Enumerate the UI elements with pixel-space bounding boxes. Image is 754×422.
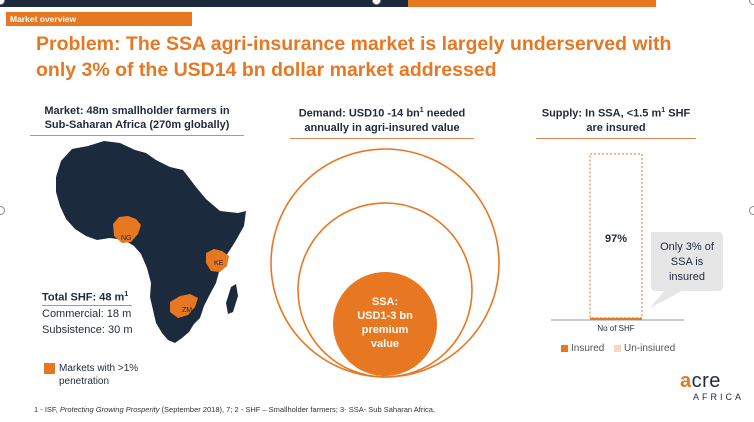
resize-handle-middle-left[interactable]	[0, 206, 5, 215]
kenya-region	[206, 249, 229, 272]
legend-swatch-orange	[44, 363, 55, 374]
legend-insured: Insured	[561, 343, 604, 354]
bar-uninsured	[589, 153, 643, 319]
page-title: Problem: The SSA agri-insurance market i…	[36, 33, 672, 81]
supply-heading-end: SHF	[665, 107, 691, 120]
demand-heading-line1: Demand: USD10 -14 bn1 needed	[290, 104, 474, 121]
footnote: 1 - ISF, Protecting Growing Prosperity (…	[34, 405, 435, 414]
bar-category-label: No of SHF	[597, 324, 634, 333]
logo-wordmark: acre	[680, 371, 744, 391]
callout-line3: insured	[668, 271, 706, 283]
demand-heading-text: Demand: USD10 -14 bn	[298, 107, 420, 120]
total-shf-label: Total SHF: 48 m1	[42, 291, 133, 306]
ssa-circle	[333, 272, 437, 376]
acre-africa-logo: acre AFRICA	[680, 371, 744, 402]
footnote-italic: Protecting Growing Prosperity	[59, 405, 160, 414]
resize-handle-top-center[interactable]	[372, 0, 381, 5]
total-shf-text: Total SHF: 48 m	[42, 291, 125, 304]
subsistence-label: Subsistence: 30 m	[42, 324, 133, 336]
legend-insured-swatch	[561, 345, 568, 352]
nigeria-region	[113, 216, 141, 243]
callout-line2: SSA is	[670, 256, 704, 268]
legend-uninsured-swatch	[614, 345, 621, 352]
demand-heading-end: needed	[423, 107, 466, 120]
logo-a: a	[680, 370, 692, 392]
footnote-part2: (September 2018), 7; 2 - SHF – Smallhold…	[159, 405, 436, 414]
bar-data-label: 97%	[605, 233, 627, 245]
legend-uninsured: Un-insiured	[614, 343, 675, 354]
map-legend: Markets with >1% penetration	[44, 362, 138, 388]
callout-text: Only 3% of SSA is insured	[651, 240, 723, 285]
supply-heading-line2: are insured	[586, 121, 646, 134]
total-shf-sup: 1	[124, 291, 129, 298]
top-bar-orange	[408, 0, 656, 7]
legend-uninsured-label: Un-insiured	[624, 343, 676, 354]
top-bar-navy	[0, 0, 408, 7]
nigeria-label: NG	[121, 235, 132, 242]
logo-africa: AFRICA	[692, 392, 744, 402]
logo-cre: cre	[691, 370, 721, 392]
legend-line1: Markets with >1%	[59, 363, 139, 374]
demand-heading-line2: annually in agri-insured value	[304, 121, 460, 134]
africa-shape	[56, 141, 246, 343]
ssa-line4: value	[370, 338, 400, 350]
ssa-line1: SSA:	[371, 296, 399, 308]
market-heading-line2: Sub-Saharan Africa (270m globally)	[44, 119, 230, 131]
ssa-line3: premium	[361, 324, 409, 336]
callout-shape	[650, 232, 723, 308]
zambia-region	[170, 294, 198, 318]
kenya-label: KE	[214, 260, 224, 267]
footnote-part1: 1 - ISF,	[34, 405, 60, 414]
bar-insured	[590, 317, 642, 320]
supply-heading-line1: Supply: In SSA, <1.5 m1 SHF	[536, 104, 696, 121]
demand-heading: Demand: USD10 -14 bn1 needed annually in…	[290, 104, 474, 139]
callout-line1: Only 3% of	[660, 241, 714, 253]
legend-insured-label: Insured	[571, 343, 605, 354]
middle-circle	[297, 202, 473, 378]
legend-text: Markets with >1% penetration	[59, 362, 138, 388]
africa-map: NG KE ZM	[56, 141, 246, 343]
market-heading: Market: 48m smallholder farmers in Sub-S…	[30, 104, 244, 136]
market-heading-line1: Market: 48m smallholder farmers in	[44, 105, 230, 117]
resize-handle-top-left[interactable]	[0, 0, 5, 5]
section-tag: Market overview	[6, 12, 192, 26]
supply-heading-sup: 1	[661, 107, 666, 114]
demand-heading-sup: 1	[419, 107, 424, 114]
ssa-line2: USD1-3 bn	[357, 310, 413, 322]
zambia-label: ZM	[182, 307, 192, 314]
resize-handle-middle-right[interactable]	[749, 206, 754, 215]
madagascar-shape	[226, 284, 238, 314]
supply-heading: Supply: In SSA, <1.5 m1 SHF are insured	[536, 104, 696, 139]
legend-line2: penetration	[59, 376, 110, 387]
ssa-circle-text: SSA: USD1-3 bn premium value	[333, 295, 437, 351]
resize-handle-top-right[interactable]	[749, 0, 754, 5]
supply-heading-text: Supply: In SSA, <1.5 m	[541, 107, 662, 120]
commercial-label: Commercial: 18 m	[42, 308, 132, 320]
